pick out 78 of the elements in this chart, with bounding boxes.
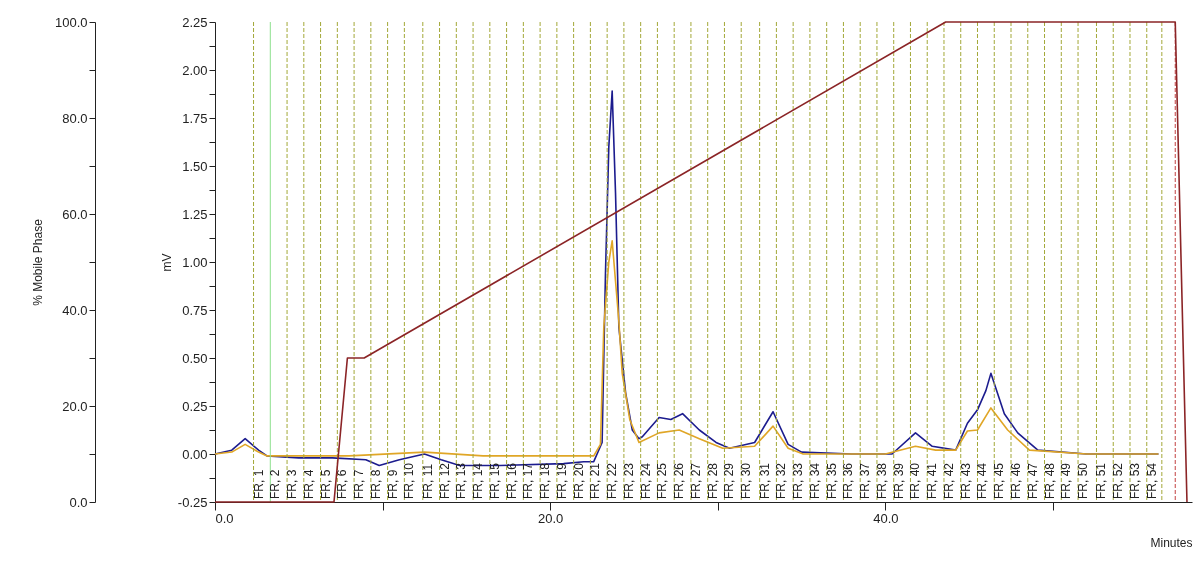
ref-line-label: FR, 38	[874, 462, 889, 499]
y2-tick-label: 20.0	[62, 398, 88, 414]
ref-line-label: FR, 15	[487, 462, 502, 499]
ref-line-label: FR, 37	[858, 462, 873, 499]
ref-line-label: FR, 50	[1076, 462, 1091, 499]
y2-tick-label: 100.0	[54, 14, 88, 30]
ref-line-label: FR, 30	[739, 462, 754, 499]
ref-line-label: FR, 33	[791, 462, 806, 499]
ref-line-label: FR, 10	[402, 462, 417, 499]
ref-line-label: FR, 46	[1009, 462, 1024, 499]
ref-line-label: FR, 54	[1144, 462, 1159, 499]
ref-line-label: FR, 43	[958, 462, 973, 499]
ref-line-label: FR, 2	[268, 469, 283, 499]
ref-line-label: FR, 40	[908, 462, 923, 499]
ref-line-label: FR, 51	[1094, 462, 1109, 499]
line-series	[214, 240, 1160, 457]
ref-line-label: FR, 23	[621, 462, 636, 499]
ref-line-label: FR, 45	[992, 462, 1007, 499]
ref-line-label: FR, 22	[605, 462, 620, 499]
x-axis-title: Minutes	[1150, 535, 1193, 550]
ref-line-label: FR, 5	[318, 469, 333, 499]
ref-line-label: FR, 16	[504, 462, 519, 499]
y-tick-label: 1.50	[182, 158, 208, 174]
y-tick-label: 1.00	[182, 254, 208, 270]
x-tick-label: 20.0	[538, 510, 564, 526]
ref-line-label: FR, 12	[437, 462, 452, 499]
ref-line-label: FR, 6	[335, 469, 350, 499]
y-tick-label: 0.25	[182, 398, 208, 414]
ref-line-label: FR, 25	[655, 462, 670, 499]
ref-line-label: FR, 44	[975, 462, 990, 499]
ref-line-label: FR, 36	[841, 462, 856, 499]
ref-line-label: FR, 1	[251, 469, 266, 499]
ref-line-label: FR, 21	[588, 462, 603, 499]
ref-line-label: FR, 19	[554, 462, 569, 499]
y-axis-title: mV	[159, 253, 174, 272]
ref-line-label: FR, 7	[352, 469, 367, 499]
y2-axis-title: % Mobile Phase	[30, 218, 45, 306]
ref-line-label: FR, 39	[891, 462, 906, 499]
y-tick-label: -0.25	[177, 494, 208, 510]
ref-line-label: FR, 28	[705, 462, 720, 499]
y2-tick-label: 80.0	[62, 110, 88, 126]
y2-tick-label: 40.0	[62, 302, 88, 318]
ref-line-label: FR, 9	[385, 469, 400, 499]
ref-line-label: FR, 4	[301, 469, 316, 499]
ref-line-label: FR, 27	[688, 462, 703, 499]
ref-line-label: FR, 24	[638, 462, 653, 499]
y-tick-label: 2.00	[182, 62, 208, 78]
ref-line-label: FR, 52	[1111, 462, 1126, 499]
x-tick-label: 0.0	[215, 510, 234, 526]
ref-line-label: FR, 8	[368, 469, 383, 499]
ref-line-label: FR, 11	[420, 463, 435, 499]
ref-line-label: FR, 14	[471, 462, 486, 499]
ref-line-label: FR, 26	[672, 462, 687, 499]
y-tick-label: 2.25	[182, 14, 208, 30]
ref-line-label: FR, 41	[925, 462, 940, 499]
ref-line-label: FR, 13	[454, 462, 469, 499]
ref-line-label: FR, 20	[571, 462, 586, 499]
ref-line-label: FR, 17	[521, 462, 536, 499]
y-tick-label: 0.00	[182, 446, 208, 462]
ref-line-label: FR, 49	[1059, 462, 1074, 499]
ref-line-label: FR, 48	[1042, 462, 1057, 499]
ref-line-label: FR, 53	[1127, 462, 1142, 499]
ref-line-label: FR, 32	[774, 462, 789, 499]
y-tick-label: 1.75	[182, 110, 208, 126]
y-tick-label: 0.50	[182, 350, 208, 366]
ref-line-label: FR, 29	[722, 462, 737, 499]
ref-line-label: FR, 35	[824, 462, 839, 499]
ref-line-label: FR, 42	[941, 462, 956, 499]
y-tick-label: 0.75	[182, 302, 208, 318]
x-tick-label: 40.0	[873, 510, 899, 526]
y-tick-label: 1.25	[182, 206, 208, 222]
ref-line-label: FR, 47	[1025, 462, 1040, 499]
y2-tick-label: 60.0	[62, 206, 88, 222]
ref-line-label: FR, 3	[285, 469, 300, 499]
ref-line-label: FR, 34	[807, 462, 822, 499]
ref-line-label: FR, 18	[538, 462, 553, 499]
ref-line-label: FR, 31	[757, 462, 772, 499]
y2-tick-label: 0.0	[69, 494, 88, 510]
